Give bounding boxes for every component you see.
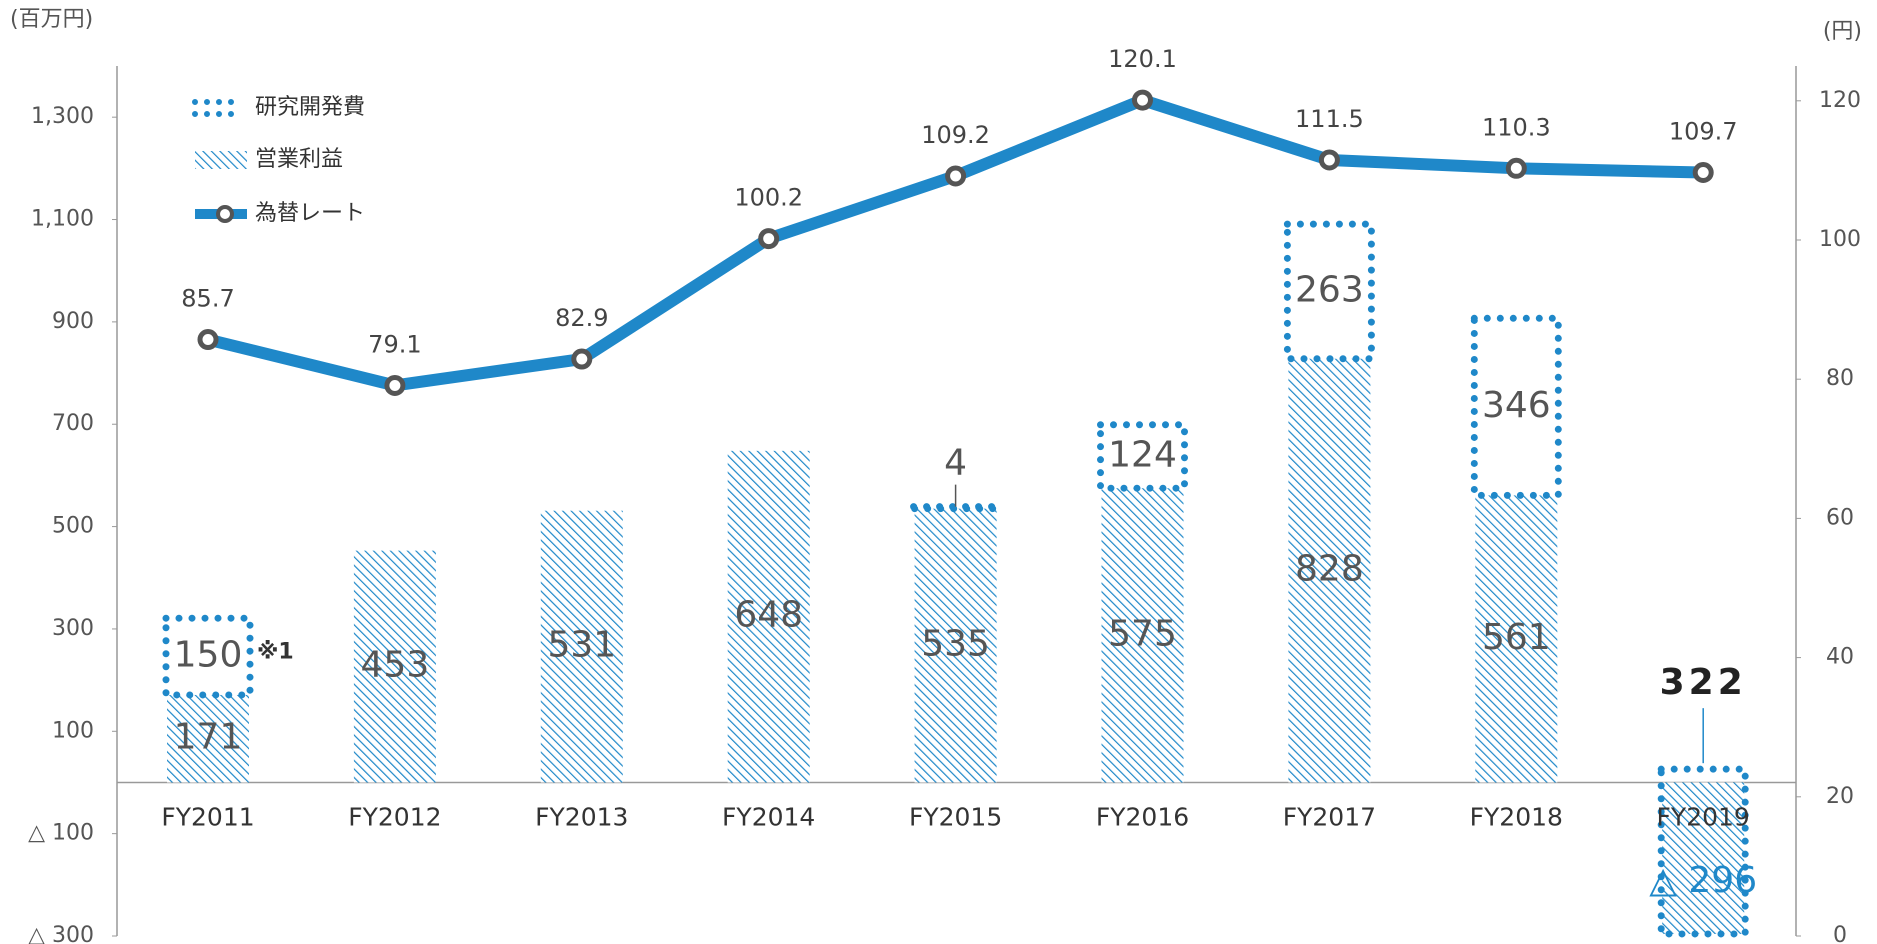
- y2-tick-label: 0: [1833, 923, 1847, 944]
- rd-label: 346: [1482, 385, 1551, 426]
- bar: [353, 550, 436, 783]
- fx-label: 120.1: [1108, 45, 1177, 73]
- y2-axis-label: (円): [1823, 19, 1862, 44]
- bar-label: △ 296: [1649, 860, 1757, 901]
- rd-box: [1657, 765, 1749, 938]
- legend-swatch: [216, 205, 234, 223]
- bar: [727, 450, 810, 783]
- rd-label: 150: [174, 635, 243, 676]
- x-tick-label: FY2014: [722, 802, 815, 831]
- bar: [1662, 782, 1745, 934]
- bar: [914, 508, 997, 783]
- bar-label: 535: [921, 624, 990, 665]
- y-tick-label: 900: [52, 309, 94, 334]
- fx-marker: [758, 228, 780, 250]
- legend-label: 営業利益: [255, 147, 343, 172]
- bar: [167, 694, 249, 783]
- fx-marker: [945, 165, 967, 187]
- bar: [1288, 358, 1371, 783]
- y2-tick-label: 60: [1826, 505, 1854, 530]
- fx-label: 100.2: [734, 184, 803, 212]
- y-tick-label: 1,300: [31, 104, 94, 129]
- y2-tick-label: 120: [1819, 88, 1861, 113]
- fx-label: 111.5: [1295, 105, 1364, 133]
- x-tick-label: FY2018: [1470, 802, 1563, 831]
- bar-label: 561: [1482, 617, 1551, 658]
- bar-label: 575: [1108, 613, 1177, 654]
- y2-tick-label: 40: [1826, 645, 1854, 670]
- y-tick-label: △ 100: [28, 821, 94, 846]
- rd-label: 322: [1660, 662, 1747, 703]
- bar-label: 828: [1295, 549, 1364, 590]
- bar-label: 648: [734, 595, 803, 636]
- rd-label: 124: [1108, 434, 1177, 475]
- fx-label: 110.3: [1482, 113, 1551, 141]
- y2-tick-label: 80: [1826, 366, 1854, 391]
- x-tick-label: FY2013: [535, 802, 628, 831]
- y2-tick-label: 100: [1819, 227, 1861, 252]
- annotation: ※1: [257, 640, 294, 665]
- bar-label: 171: [174, 717, 243, 758]
- x-tick-label: FY2016: [1096, 802, 1189, 831]
- y-tick-label: 500: [52, 514, 94, 539]
- x-tick-label: FY2017: [1283, 802, 1376, 831]
- y-tick-label: 100: [52, 718, 94, 743]
- bar: [540, 510, 623, 783]
- fx-marker: [384, 374, 406, 396]
- y-tick-label: 700: [52, 411, 94, 436]
- fx-marker: [197, 329, 219, 351]
- rd-label: 263: [1295, 269, 1364, 310]
- legend-label: 為替レート: [255, 201, 365, 226]
- rd-label: 4: [944, 443, 967, 484]
- y-axis-label: (百万円): [10, 7, 93, 32]
- legend-label: 研究開発費: [255, 95, 365, 120]
- x-tick-label: FY2012: [348, 802, 441, 831]
- fx-marker: [1692, 161, 1714, 183]
- rd-box: [910, 503, 1002, 513]
- bar-label: 453: [361, 645, 430, 686]
- fx-marker: [1505, 157, 1527, 179]
- legend-swatch: [195, 151, 247, 169]
- fx-label: 109.7: [1669, 117, 1738, 145]
- rd-box: [1097, 421, 1188, 492]
- fx-label: 79.1: [368, 330, 421, 358]
- rd-box: [1283, 220, 1375, 363]
- fx-label: 82.9: [555, 304, 608, 332]
- x-tick-label: FY2011: [161, 802, 254, 831]
- fx-label: 85.7: [181, 285, 234, 313]
- bar: [1101, 488, 1184, 783]
- y-tick-label: △ 300: [28, 923, 94, 944]
- fx-marker: [1132, 89, 1153, 111]
- x-tick-label: FY2015: [909, 802, 1002, 831]
- fx-marker: [571, 348, 593, 370]
- rd-box: [162, 614, 254, 699]
- y-tick-label: 1,100: [31, 207, 94, 232]
- bar-label: 531: [547, 625, 616, 666]
- fx-marker: [1318, 149, 1340, 171]
- fx-label: 109.2: [921, 121, 990, 149]
- x-tick-label: FY2019: [1657, 802, 1750, 831]
- y-tick-label: 300: [52, 616, 94, 641]
- bar: [1475, 495, 1558, 783]
- y2-tick-label: 20: [1826, 784, 1854, 809]
- rd-box: [1470, 314, 1562, 499]
